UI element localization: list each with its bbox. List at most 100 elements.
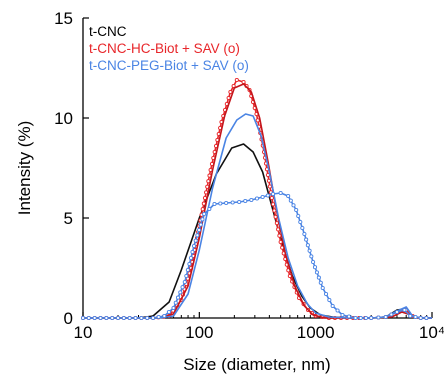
- series-marker: [254, 196, 260, 201]
- series-marker: [195, 233, 200, 238]
- x-tick-label-10000: 10⁴: [419, 323, 444, 342]
- series-3: [83, 113, 432, 319]
- x-tick-label-100: 100: [185, 323, 213, 342]
- series-marker: [133, 315, 138, 321]
- series-marker: [408, 313, 413, 319]
- series-marker: [402, 307, 407, 313]
- y-tick-label-5: 5: [64, 209, 73, 228]
- series-marker: [173, 300, 178, 305]
- series-marker: [260, 194, 265, 200]
- series-4: [80, 190, 432, 321]
- series-marker: [394, 309, 400, 315]
- series-marker: [305, 243, 310, 248]
- series-marker: [314, 270, 319, 275]
- series-marker: [389, 312, 394, 317]
- series-marker: [80, 315, 86, 321]
- series-marker: [200, 217, 205, 222]
- series-marker: [184, 273, 189, 279]
- series-marker: [197, 227, 202, 233]
- series-line-3: [83, 113, 432, 319]
- series-marker: [171, 305, 176, 311]
- series-marker: [267, 184, 272, 189]
- series-marker: [316, 275, 321, 280]
- y-tick-label-0: 0: [64, 309, 73, 328]
- series-marker: [198, 222, 203, 227]
- series-marker: [418, 315, 423, 321]
- series-marker: [201, 201, 206, 206]
- series-line-4: [83, 192, 432, 319]
- series-marker: [200, 207, 205, 212]
- series-0: [83, 143, 432, 319]
- series-marker: [98, 315, 103, 321]
- series-marker: [270, 191, 276, 197]
- series-marker: [363, 315, 369, 321]
- x-tick-label-10: 10: [74, 323, 93, 342]
- series-marker: [187, 261, 192, 267]
- series-marker: [234, 77, 239, 83]
- series-marker: [150, 315, 156, 321]
- series-marker: [104, 315, 109, 321]
- series-marker: [269, 195, 274, 201]
- series-marker: [110, 315, 115, 321]
- series-marker: [212, 201, 217, 207]
- series-marker: [278, 190, 283, 196]
- series-marker: [335, 308, 340, 313]
- series-marker: [302, 231, 307, 237]
- series-marker: [202, 211, 207, 217]
- series-marker: [323, 291, 329, 297]
- series-marker: [231, 83, 236, 89]
- y-tick-label-15: 15: [54, 9, 73, 28]
- series-marker: [237, 199, 242, 205]
- y-tick-label-10: 10: [54, 109, 73, 128]
- series-marker: [178, 290, 183, 295]
- series-marker: [330, 303, 335, 309]
- series-marker: [300, 225, 305, 231]
- series-marker: [413, 314, 418, 320]
- series-marker: [294, 207, 299, 213]
- series-marker: [353, 315, 358, 321]
- series-marker: [202, 195, 208, 201]
- series-marker: [266, 178, 271, 183]
- series-marker: [277, 233, 282, 238]
- series-marker: [424, 315, 429, 321]
- series-marker: [272, 208, 277, 213]
- series-line-0: [83, 143, 432, 319]
- series-marker: [274, 221, 279, 226]
- legend-item-t-cnc-hc-biot-sav: t-CNC-HC-Biot + SAV (o): [89, 41, 240, 56]
- series-marker: [193, 238, 198, 243]
- series-marker: [180, 285, 185, 290]
- series-marker: [278, 239, 283, 245]
- series-marker: [121, 315, 126, 321]
- series-marker: [249, 197, 254, 203]
- series-marker: [288, 198, 293, 203]
- y-ticks: 0 5 10 15: [54, 9, 89, 328]
- series-marker: [92, 315, 97, 321]
- series-marker: [346, 314, 352, 319]
- series-marker: [166, 309, 171, 315]
- x-tick-label-1000: 1000: [297, 323, 335, 342]
- series-marker: [230, 200, 235, 205]
- series-marker: [320, 285, 325, 291]
- series-marker: [383, 314, 388, 320]
- x-axis-title: Size (diameter, nm): [183, 355, 330, 374]
- series-marker: [271, 202, 276, 207]
- series-marker: [286, 193, 291, 199]
- series-marker: [291, 203, 296, 208]
- series-marker: [190, 249, 195, 255]
- series-marker: [369, 315, 374, 321]
- series-marker: [86, 315, 91, 321]
- series-marker: [265, 193, 270, 198]
- series-marker: [296, 213, 301, 219]
- series-marker: [358, 315, 363, 321]
- series-marker: [139, 315, 144, 321]
- legend: t-CNC t-CNC-HC-Biot + SAV (o) t-CNC-PEG-…: [89, 24, 249, 73]
- series-layer: [80, 77, 432, 321]
- series-marker: [127, 315, 132, 321]
- series-marker: [162, 313, 167, 319]
- series-marker: [311, 259, 316, 265]
- series-marker: [304, 237, 309, 242]
- series-marker: [188, 255, 193, 261]
- series-marker: [376, 315, 381, 320]
- series-marker: [307, 248, 312, 253]
